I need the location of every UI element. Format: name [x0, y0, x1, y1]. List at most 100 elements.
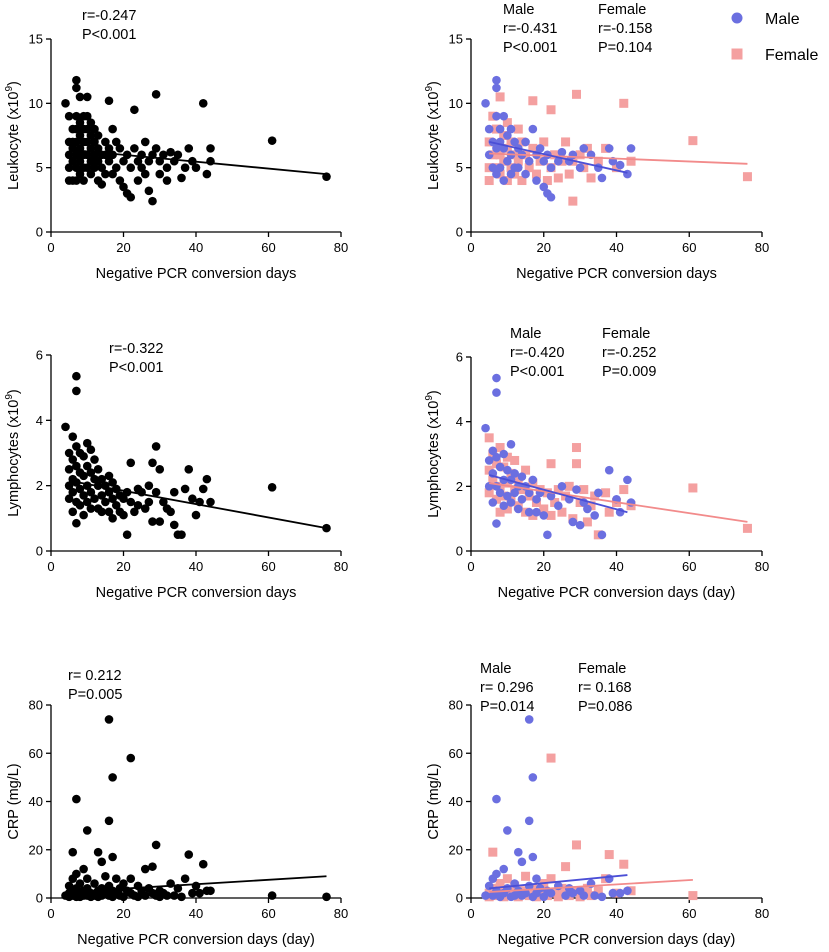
data-point-all — [322, 892, 331, 902]
legend-female-label: Female — [765, 47, 818, 64]
data-point-all — [148, 196, 157, 206]
data-point-all — [97, 857, 107, 867]
data-point-all — [86, 169, 96, 179]
data-point-all — [104, 487, 114, 497]
x-tick-label: 0 — [467, 559, 474, 574]
stat-annotation: Male — [510, 326, 541, 342]
y-tick-label: 5 — [36, 160, 43, 175]
stat-annotation: Female — [578, 661, 626, 677]
data-point-female — [546, 459, 556, 469]
data-point-all — [126, 874, 136, 883]
data-point-all — [148, 862, 157, 871]
data-point-male — [499, 111, 509, 121]
data-point-female — [502, 478, 512, 488]
x-tick-label: 20 — [537, 240, 551, 255]
data-point-all — [72, 794, 81, 804]
data-point-all — [101, 137, 110, 147]
data-point-male — [557, 147, 567, 157]
y-tick-label: 60 — [29, 746, 43, 761]
data-point-male — [495, 488, 505, 498]
y-tick-label: 40 — [449, 794, 463, 809]
regression-line — [68, 479, 327, 530]
data-point-all — [148, 517, 157, 526]
data-point-all — [108, 150, 117, 160]
data-point-male — [492, 452, 501, 462]
data-point-male — [484, 124, 494, 134]
data-point-all — [86, 445, 96, 455]
x-tick-label: 80 — [334, 906, 348, 921]
data-point-male — [513, 163, 523, 172]
x-tick-label: 20 — [116, 906, 130, 921]
data-point-all — [111, 874, 121, 883]
data-point-female — [484, 488, 494, 498]
y-axis-label: Leukocyte (x109) — [424, 81, 442, 190]
data-point-all — [111, 500, 121, 510]
stat-annotation: r=-0.431 — [503, 21, 557, 37]
y-tick-label: 6 — [456, 350, 463, 365]
data-point-male — [499, 449, 509, 459]
data-point-all — [137, 163, 146, 172]
data-point-all — [169, 891, 179, 900]
data-point-all — [119, 494, 128, 504]
data-point-all — [162, 891, 172, 900]
data-point-all — [108, 494, 117, 504]
data-point-all — [104, 715, 114, 724]
data-point-all — [75, 156, 85, 166]
data-point-female — [517, 485, 527, 495]
y-tick-label: 0 — [36, 544, 43, 559]
data-point-all — [97, 507, 107, 517]
data-point-all — [68, 507, 78, 517]
y-axis-label: CRP (mg/L) — [6, 763, 22, 839]
data-point-male — [539, 511, 549, 520]
data-point-all — [155, 169, 165, 179]
data-point-all — [75, 131, 85, 140]
data-point-all — [75, 484, 85, 494]
data-point-female — [513, 124, 523, 134]
data-point-male — [492, 144, 501, 153]
data-point-male — [481, 99, 490, 108]
data-point-female — [484, 433, 494, 443]
data-point-all — [140, 169, 150, 179]
data-point-male — [484, 456, 494, 465]
data-point-male — [513, 847, 523, 857]
x-tick-label: 40 — [189, 240, 203, 255]
data-point-female — [688, 483, 698, 493]
data-point-female — [586, 173, 596, 183]
data-point-male — [488, 163, 498, 172]
y-tick-label: 10 — [449, 96, 463, 111]
data-point-female — [502, 874, 512, 884]
data-point-all — [90, 494, 99, 504]
data-point-all — [64, 111, 74, 121]
data-point-all — [82, 124, 92, 134]
data-point-all — [111, 163, 121, 172]
x-tick-label: 80 — [755, 240, 769, 255]
data-point-male — [554, 501, 563, 511]
data-point-all — [130, 144, 139, 153]
x-tick-label: 40 — [189, 906, 203, 921]
data-point-all — [82, 438, 92, 448]
data-point-male — [510, 137, 519, 147]
data-point-all — [82, 497, 92, 507]
data-point-all — [162, 176, 172, 185]
data-point-all — [93, 131, 103, 140]
data-point-all — [72, 442, 81, 451]
data-point-all — [82, 137, 92, 147]
data-point-all — [122, 530, 132, 539]
data-point-all — [144, 481, 154, 490]
y-tick-label: 0 — [36, 225, 43, 240]
data-point-all — [206, 886, 215, 896]
data-point-all — [151, 442, 161, 451]
data-point-female — [502, 452, 512, 462]
x-tick-label: 40 — [609, 240, 623, 255]
data-point-all — [195, 888, 204, 898]
data-point-female — [484, 176, 494, 186]
stat-annotation: P=0.005 — [68, 687, 122, 703]
data-point-all — [72, 518, 81, 528]
data-point-all — [162, 163, 172, 172]
data-point-female — [619, 859, 629, 869]
data-point-all — [108, 773, 117, 782]
stat-annotation: r= 0.168 — [578, 680, 632, 696]
data-point-all — [97, 491, 107, 500]
data-point-all — [72, 111, 81, 121]
data-point-female — [688, 136, 698, 146]
